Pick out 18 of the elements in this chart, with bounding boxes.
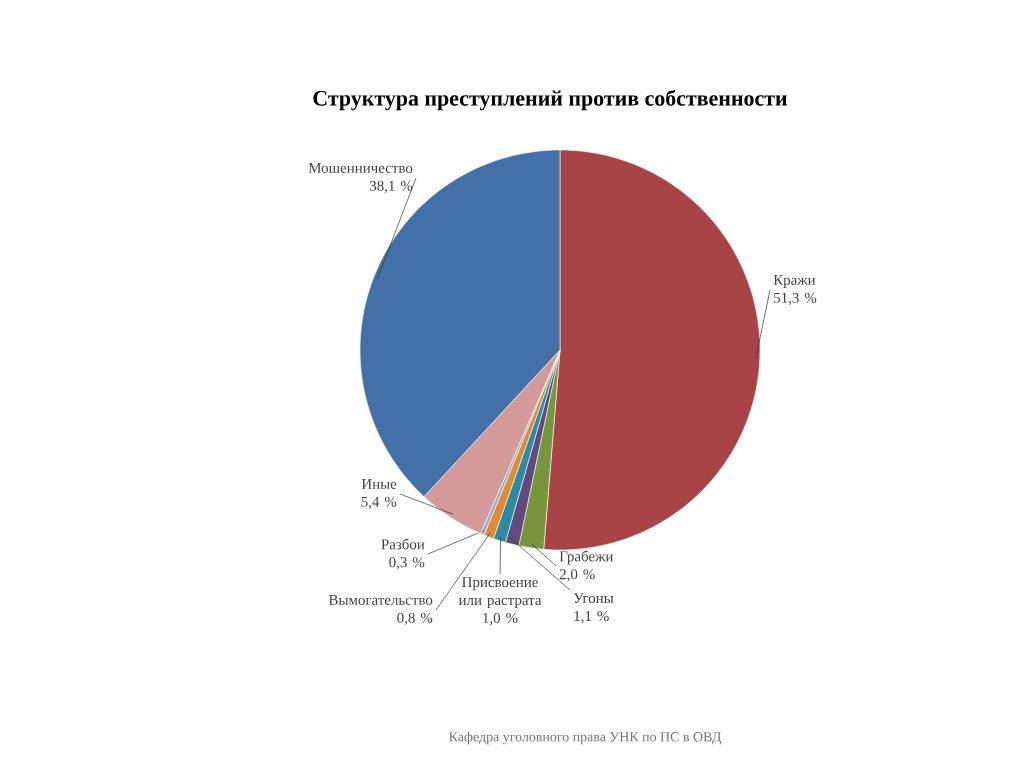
slice-label: Угоны [573, 593, 614, 604]
slice-label: Присвоение или растрата [458, 577, 542, 609]
data-label: 1,1 % [574, 610, 609, 624]
chart-title: Структура преступлений против собственности [313, 89, 788, 111]
text: Кафедра уголовного права УНК по ПС в ОВД [449, 731, 722, 745]
data-label: 51,3 % [774, 292, 817, 306]
data-label: 38,1 % [369, 180, 413, 194]
data-label: 1,0 % [483, 612, 518, 626]
slice-label: Вымогательство [328, 595, 433, 605]
slice-label: Грабежи [559, 550, 614, 565]
data-label: 5,4 % [361, 496, 397, 510]
data-label: 0,8 % [397, 612, 433, 626]
slice-label: Кражи [773, 275, 816, 288]
data-label: 0,3 % [389, 557, 425, 570]
data-label: 2,0 % [559, 569, 595, 582]
slice-label: Иные [361, 479, 397, 489]
slice-label: Разбои [381, 538, 425, 550]
slice-label: Мошенничество [308, 163, 413, 173]
